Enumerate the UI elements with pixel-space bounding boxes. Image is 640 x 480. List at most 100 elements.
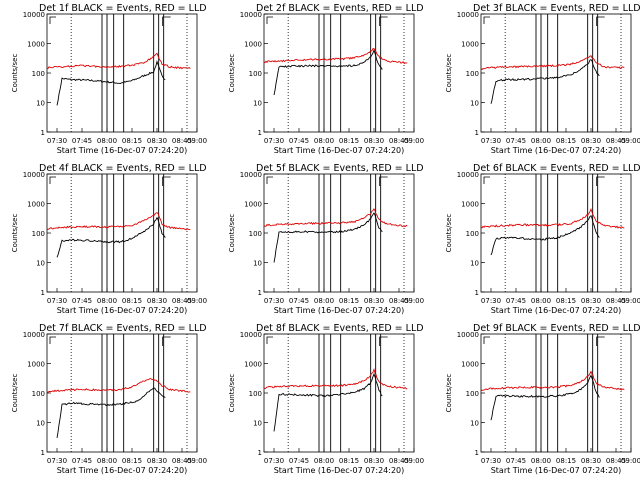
corner-bracket-marker [49, 336, 56, 344]
x-tick-label: 09:00 [187, 297, 207, 305]
x-tick-label: 07:30 [481, 137, 501, 145]
x-tick-label: 09:00 [404, 137, 424, 145]
corner-bracket-marker [266, 176, 273, 184]
x-tick-label: 08:30 [364, 457, 384, 465]
x-axis-label: Start Time (16-Dec-07 07:24:20) [57, 466, 188, 475]
y-tick-label: 10000 [23, 11, 45, 19]
y-tick-label: 10000 [457, 11, 479, 19]
panel-title: Det 1f BLACK = Events, RED = LLD [39, 3, 207, 14]
x-tick-label: 08:15 [556, 297, 576, 305]
x-tick-label: 08:00 [97, 457, 117, 465]
y-tick-label: 1 [258, 289, 262, 297]
events-series-line [273, 372, 383, 432]
corner-bracket-marker [162, 336, 171, 346]
y-tick-label: 100 [249, 390, 262, 398]
lld-series-line [480, 207, 625, 229]
detector-panel-3: Det 3f BLACK = Events, RED = LLD 1 10 100 10… [445, 3, 640, 155]
plot-frame [263, 13, 415, 133]
x-tick-label: 07:45 [289, 137, 309, 145]
x-tick-label: 07:30 [481, 457, 501, 465]
y-tick-label: 1000 [244, 41, 262, 49]
x-tick-label: 08:30 [581, 137, 601, 145]
x-tick-label: 08:00 [314, 137, 334, 145]
y-tick-label: 1000 [27, 41, 45, 49]
plot-frame [480, 333, 632, 453]
events-series-line [273, 48, 383, 96]
x-tick-label: 09:00 [621, 457, 640, 465]
y-tick-label: 1 [475, 129, 479, 137]
y-tick-label: 10 [253, 100, 262, 108]
x-tick-label: 09:00 [187, 457, 207, 465]
events-series-line [56, 216, 166, 258]
plot-frame [46, 333, 198, 453]
y-tick-label: 10000 [240, 171, 262, 179]
panel-title: Det 7f BLACK = Events, RED = LLD [39, 323, 207, 334]
detector-panel-6: Det 6f BLACK = Events, RED = LLD 1 10 100 10… [445, 163, 640, 315]
detector-panel-9: Det 9f BLACK = Events, RED = LLD 1 10 100 10… [445, 323, 640, 475]
lld-series-line [263, 208, 408, 228]
y-axis-label: Counts/sec [445, 214, 453, 253]
x-axis-label: Start Time (16-Dec-07 07:24:20) [491, 306, 622, 315]
x-tick-label: 08:15 [122, 457, 142, 465]
y-axis-label: Counts/sec [228, 54, 236, 93]
panel-title: Det 2f BLACK = Events, RED = LLD [256, 3, 424, 14]
x-tick-label: 07:30 [47, 457, 67, 465]
events-series-line [56, 60, 166, 106]
lld-series-line [46, 377, 191, 394]
x-tick-label: 07:45 [72, 457, 92, 465]
x-tick-label: 07:45 [506, 137, 526, 145]
x-tick-label: 08:00 [531, 297, 551, 305]
x-tick-label: 08:45 [606, 297, 626, 305]
y-tick-label: 1000 [461, 201, 479, 209]
x-tick-label: 08:30 [147, 137, 167, 145]
lld-series-line [46, 52, 191, 70]
y-tick-label: 100 [466, 390, 479, 398]
x-tick-label: 08:30 [581, 297, 601, 305]
y-tick-label: 100 [32, 70, 45, 78]
corner-bracket-marker [483, 16, 490, 24]
y-axis-label: Counts/sec [11, 214, 19, 253]
corner-bracket-marker [162, 176, 171, 186]
y-tick-label: 100 [32, 230, 45, 238]
x-tick-label: 08:15 [556, 457, 576, 465]
y-tick-label: 10 [36, 420, 45, 428]
y-tick-label: 1 [258, 449, 262, 457]
x-tick-label: 08:00 [314, 457, 334, 465]
corner-bracket-marker [483, 336, 490, 344]
x-tick-label: 08:00 [531, 137, 551, 145]
x-tick-label: 08:45 [172, 137, 192, 145]
events-series-line [490, 374, 600, 421]
y-tick-label: 10 [36, 100, 45, 108]
y-tick-label: 1000 [27, 201, 45, 209]
x-tick-label: 08:45 [389, 297, 409, 305]
detector-panel-8: Det 8f BLACK = Events, RED = LLD 1 10 100 10… [228, 323, 424, 475]
y-tick-label: 1000 [461, 361, 479, 369]
x-tick-label: 07:45 [506, 297, 526, 305]
x-tick-label: 07:30 [47, 297, 67, 305]
x-tick-label: 09:00 [621, 137, 640, 145]
y-axis-label: Counts/sec [11, 374, 19, 413]
x-tick-label: 08:00 [97, 137, 117, 145]
x-tick-label: 07:30 [264, 137, 284, 145]
y-tick-label: 10 [253, 420, 262, 428]
x-tick-label: 08:00 [314, 297, 334, 305]
panel-title: Det 3f BLACK = Events, RED = LLD [473, 3, 640, 14]
panel-title: Det 4f BLACK = Events, RED = LLD [39, 163, 207, 174]
y-tick-label: 1000 [27, 361, 45, 369]
corner-bracket-marker [596, 16, 605, 26]
corner-bracket-marker [49, 176, 56, 184]
y-tick-label: 1 [475, 449, 479, 457]
y-tick-label: 100 [249, 70, 262, 78]
y-tick-label: 1000 [461, 41, 479, 49]
y-tick-label: 10000 [23, 331, 45, 339]
x-tick-label: 07:45 [289, 457, 309, 465]
x-tick-label: 08:45 [606, 457, 626, 465]
x-tick-label: 07:30 [264, 297, 284, 305]
y-axis-label: Counts/sec [11, 54, 19, 93]
detector-panel-7: Det 7f BLACK = Events, RED = LLD 1 10 100 10… [11, 323, 207, 475]
x-tick-label: 09:00 [187, 137, 207, 145]
panel-title: Det 6f BLACK = Events, RED = LLD [473, 163, 640, 174]
events-series-line [490, 59, 600, 104]
y-tick-label: 1000 [244, 361, 262, 369]
